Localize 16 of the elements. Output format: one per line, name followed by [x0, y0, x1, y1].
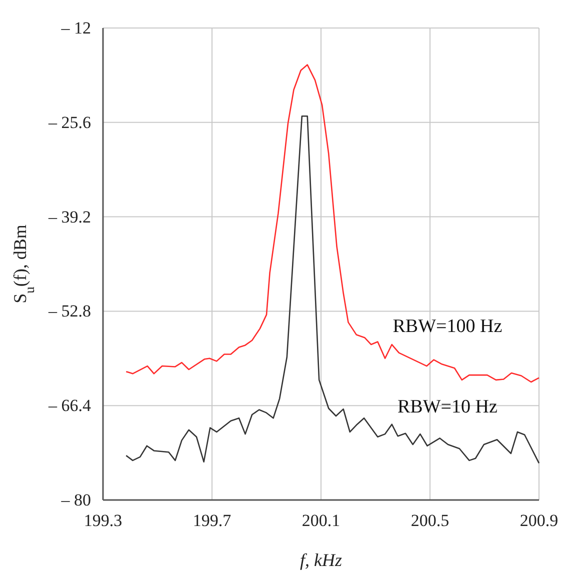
y-tick-label: – 12: [60, 18, 91, 38]
line-series: [126, 116, 540, 464]
series-label: RBW=100 Hz: [392, 316, 502, 337]
x-tick-label: 200.1: [302, 511, 340, 530]
x-tick-label: 199.3: [84, 511, 122, 530]
x-tick-label: 199.7: [192, 511, 232, 530]
y-tick-label: – 39.2: [48, 207, 91, 226]
x-tick-label: 200.9: [520, 511, 558, 530]
x-axis-title: f, kHz: [300, 550, 342, 570]
y-tick-label: – 52.8: [48, 302, 91, 321]
y-tick-label: – 80: [60, 490, 91, 510]
x-tick-label: 200.5: [410, 511, 450, 530]
y-tick-label: – 25.6: [48, 112, 91, 132]
y-tick-label: – 66.4: [48, 396, 92, 416]
line-series: [126, 64, 540, 383]
series-label: RBW=10 Hz: [397, 396, 498, 418]
